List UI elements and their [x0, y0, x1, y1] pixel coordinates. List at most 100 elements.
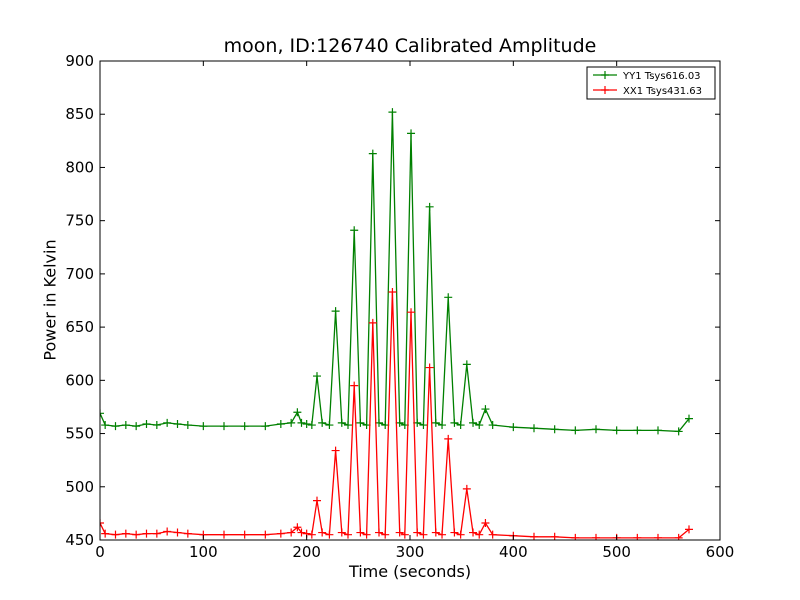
data-point	[488, 530, 497, 539]
data-point	[407, 129, 416, 138]
legend-label: XX1 Tsys431.63	[623, 86, 702, 97]
data-point	[173, 528, 182, 537]
data-point	[240, 422, 249, 431]
data-point	[488, 421, 497, 430]
data-point	[132, 422, 141, 431]
data-point	[297, 418, 306, 427]
data-point	[456, 530, 465, 539]
y-tick-label: 750	[65, 212, 94, 230]
data-point	[368, 318, 377, 327]
series-1	[100, 108, 693, 436]
data-point	[152, 529, 161, 538]
data-point	[220, 422, 228, 431]
data-point	[362, 530, 371, 539]
data-point	[475, 421, 484, 430]
data-point	[388, 108, 397, 117]
data-point	[121, 421, 130, 430]
data-point	[395, 528, 404, 537]
data-point	[530, 532, 538, 540]
data-point	[344, 530, 352, 539]
data-point	[276, 529, 285, 538]
data-point	[612, 426, 621, 435]
data-point	[592, 425, 600, 434]
y-tick-label: 550	[65, 425, 94, 443]
data-point	[481, 518, 490, 527]
data-point	[368, 149, 377, 158]
data-point	[571, 533, 580, 540]
data-point	[173, 419, 182, 428]
data-point	[481, 405, 490, 414]
data-point	[444, 293, 453, 302]
data-point	[550, 425, 559, 434]
data-point	[444, 434, 453, 443]
data-point	[318, 528, 327, 537]
data-point	[438, 530, 447, 539]
legend-label: YY1 Tsys616.03	[622, 71, 701, 82]
data-point	[350, 381, 359, 390]
y-tick-label: 450	[65, 531, 94, 549]
data-point	[407, 308, 416, 317]
data-point	[654, 533, 662, 540]
data-point	[462, 484, 471, 493]
data-point	[307, 530, 316, 539]
data-point	[337, 418, 346, 427]
data-point	[199, 422, 208, 431]
data-point	[183, 529, 192, 538]
data-point	[381, 530, 390, 539]
data-point	[240, 530, 249, 539]
data-point	[462, 360, 471, 369]
data-point	[100, 409, 104, 418]
x-tick-label: 300	[396, 543, 425, 561]
data-point	[450, 528, 459, 537]
data-point	[350, 226, 359, 235]
data-point	[163, 418, 172, 427]
data-point	[356, 528, 365, 537]
data-point	[142, 419, 151, 428]
data-point	[469, 528, 478, 537]
x-axis-label: Time (seconds)	[348, 562, 472, 581]
data-point	[509, 423, 518, 432]
data-point	[111, 530, 120, 539]
x-tick-label: 0	[95, 543, 105, 561]
x-tick-label: 600	[706, 543, 735, 561]
data-point	[132, 530, 141, 539]
data-point	[261, 530, 270, 539]
x-tick-label: 200	[292, 543, 321, 561]
y-tick-label: 650	[65, 318, 94, 336]
data-point	[313, 372, 321, 381]
data-point	[685, 525, 693, 534]
data-point	[302, 419, 311, 428]
data-point	[431, 418, 440, 427]
data-point	[276, 419, 285, 428]
data-point	[425, 363, 434, 372]
data-point	[674, 533, 683, 540]
data-point	[550, 532, 559, 540]
y-tick-label: 700	[65, 265, 94, 283]
data-point	[293, 523, 302, 532]
data-point	[375, 528, 383, 537]
data-point	[313, 496, 321, 505]
x-tick-label: 100	[189, 543, 218, 561]
data-point	[413, 528, 422, 537]
data-point	[419, 421, 428, 430]
data-point	[142, 529, 151, 538]
data-point	[325, 421, 334, 430]
data-point	[425, 202, 434, 211]
data-point	[287, 528, 296, 537]
data-point	[287, 418, 296, 427]
data-point	[456, 421, 465, 430]
data-point	[163, 527, 172, 536]
data-point	[152, 421, 161, 430]
data-point	[674, 427, 683, 436]
data-point	[592, 533, 600, 540]
y-tick-label: 800	[65, 158, 94, 176]
data-point	[297, 528, 306, 537]
data-point	[293, 408, 302, 417]
data-point	[331, 446, 340, 455]
data-point	[450, 418, 459, 427]
y-tick-label: 500	[65, 478, 94, 496]
data-point	[331, 307, 340, 316]
data-point	[530, 424, 538, 433]
